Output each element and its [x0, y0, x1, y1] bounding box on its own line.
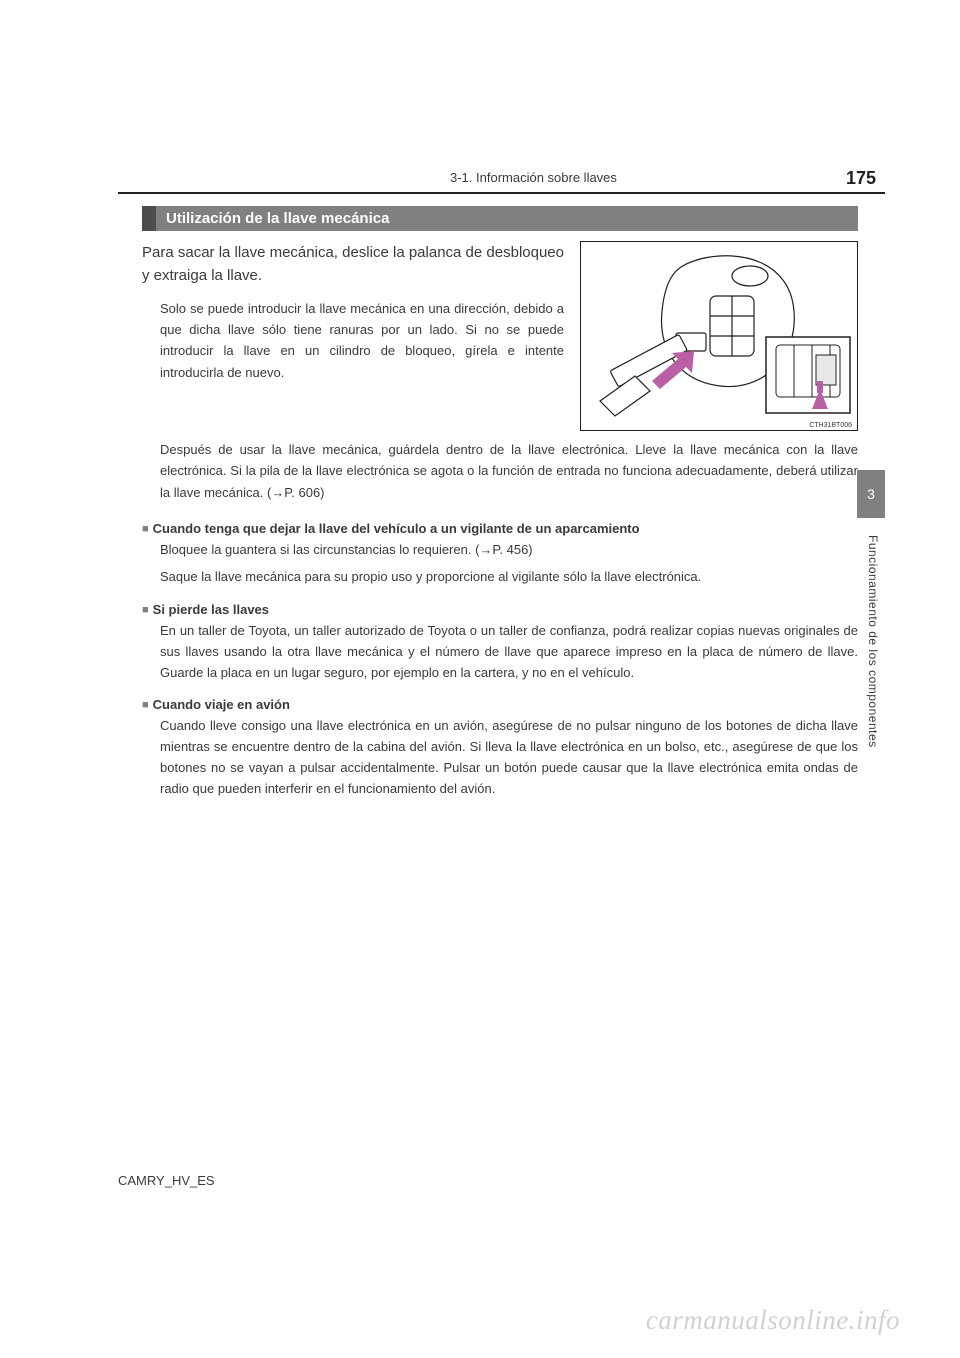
intro-text: Para sacar la llave mecánica, deslice la… [142, 241, 564, 431]
note-body: En un taller de Toyota, un taller autori… [142, 621, 858, 683]
sub-paragraph: Solo se puede introducir la llave mecá­n… [142, 298, 564, 384]
chapter-label: Funcionamiento de los componentes [862, 535, 880, 748]
chapter-tab: 3 [857, 470, 885, 518]
content-area: Utilización de la llave mecánica Para sa… [142, 206, 858, 813]
note-valet: ■ Cuando tenga que dejar la llave del veh… [142, 521, 858, 588]
key-figure: CTH31BT006 [580, 241, 858, 431]
square-bullet-icon: ■ [142, 699, 149, 711]
note-heading-text: Si pierde las llaves [153, 602, 269, 617]
watermark: carmanualsonline.info [646, 1305, 900, 1336]
figure-code: CTH31BT006 [809, 422, 852, 429]
after-figure-paragraph: Después de usar la llave mecánica, guárd… [142, 439, 858, 503]
breadcrumb: 3-1. Información sobre llaves [450, 170, 617, 185]
note-heading: ■ Cuando tenga que dejar la llave del veh… [142, 521, 858, 536]
note-heading: ■ Si pierde las llaves [142, 602, 858, 617]
note-airplane: ■ Cuando viaje en avión Cuando lleve cons… [142, 697, 858, 799]
note-lost-keys: ■ Si pierde las llaves En un taller de To… [142, 602, 858, 683]
page-number: 175 [846, 168, 876, 189]
intro-row: Para sacar la llave mecánica, deslice la… [142, 241, 858, 431]
manual-page: 3-1. Información sobre llaves 175 3 Func… [0, 0, 960, 1358]
header-rule [118, 192, 885, 194]
section-heading: Utilización de la llave mecánica [142, 206, 858, 231]
note-heading-text: Cuando tenga que dejar la llave del vehí… [153, 521, 640, 536]
note-heading-text: Cuando viaje en avión [153, 697, 290, 712]
note-body: Bloquee la guantera si las circunstancia… [142, 540, 858, 561]
document-id: CAMRY_HV_ES [118, 1173, 215, 1188]
lead-paragraph: Para sacar la llave mecánica, deslice la… [142, 241, 564, 288]
square-bullet-icon: ■ [142, 523, 149, 535]
note-body: Cuando lleve consigo una llave electróni… [142, 716, 858, 799]
square-bullet-icon: ■ [142, 604, 149, 616]
note-heading: ■ Cuando viaje en avión [142, 697, 858, 712]
note-body: Saque la llave mecánica para su propio u… [142, 567, 858, 588]
key-illustration-svg: CTH31BT006 [580, 241, 858, 431]
